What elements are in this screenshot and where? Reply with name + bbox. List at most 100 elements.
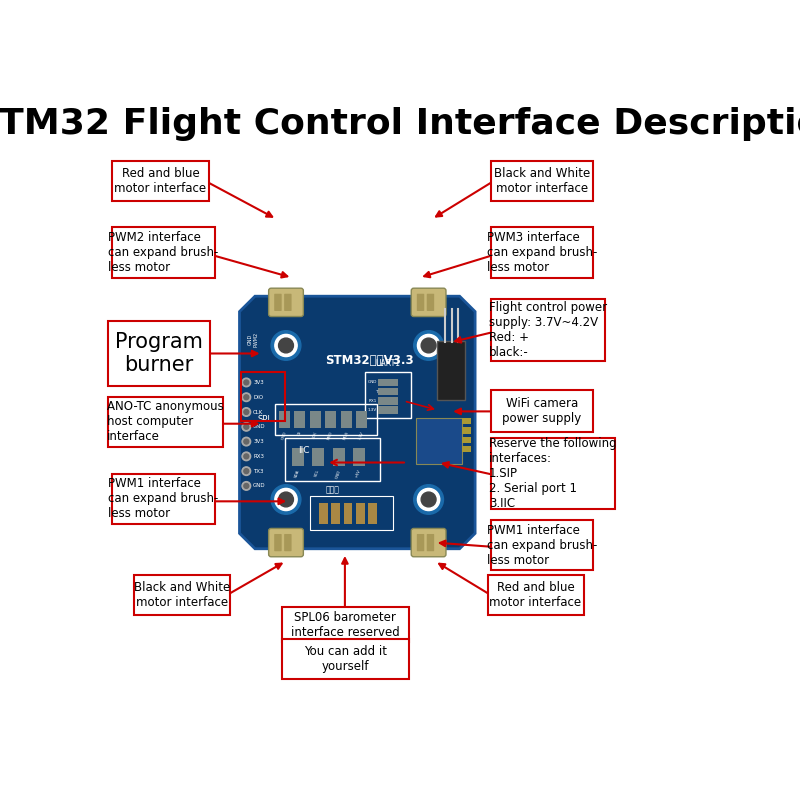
FancyBboxPatch shape <box>378 378 398 386</box>
Circle shape <box>244 454 249 459</box>
Circle shape <box>242 393 250 402</box>
Text: MOS: MOS <box>342 430 350 440</box>
Text: SPI: SPI <box>258 415 270 424</box>
Text: STM32飞控V3.3: STM32飞控V3.3 <box>326 354 414 367</box>
Circle shape <box>244 424 249 430</box>
FancyBboxPatch shape <box>490 520 593 570</box>
FancyBboxPatch shape <box>438 341 465 400</box>
FancyBboxPatch shape <box>112 161 209 201</box>
FancyBboxPatch shape <box>274 534 282 551</box>
FancyBboxPatch shape <box>411 529 446 557</box>
Text: Red and blue
motor interface: Red and blue motor interface <box>114 166 206 194</box>
FancyBboxPatch shape <box>278 410 290 428</box>
Text: Reserve the following
interfaces:
1.SIP
2. Serial port 1
3.IIC: Reserve the following interfaces: 1.SIP … <box>489 437 617 510</box>
Text: CLK: CLK <box>253 410 263 414</box>
FancyBboxPatch shape <box>378 406 398 414</box>
FancyBboxPatch shape <box>417 534 424 551</box>
Circle shape <box>421 338 436 353</box>
Text: UART1: UART1 <box>376 359 401 368</box>
Text: Program
burner: Program burner <box>115 331 203 374</box>
FancyBboxPatch shape <box>416 418 462 464</box>
Circle shape <box>414 485 443 514</box>
FancyBboxPatch shape <box>487 574 584 614</box>
FancyBboxPatch shape <box>312 448 325 466</box>
FancyBboxPatch shape <box>282 639 409 679</box>
FancyBboxPatch shape <box>411 288 446 317</box>
Circle shape <box>271 485 301 514</box>
Text: PWM2 interface
can expand brush-
less motor: PWM2 interface can expand brush- less mo… <box>108 231 218 274</box>
Text: RX1: RX1 <box>369 399 377 403</box>
FancyBboxPatch shape <box>108 321 210 386</box>
Text: DIO: DIO <box>253 394 263 400</box>
Text: CS: CS <box>297 430 302 437</box>
FancyBboxPatch shape <box>333 448 345 466</box>
Text: SPL06 barometer
interface reserved: SPL06 barometer interface reserved <box>291 610 399 638</box>
Text: PWM1 interface
can expand brush-
less motor: PWM1 interface can expand brush- less mo… <box>108 478 218 520</box>
Text: PWM3 interface
can expand brush-
less motor: PWM3 interface can expand brush- less mo… <box>486 231 597 274</box>
FancyBboxPatch shape <box>356 502 365 523</box>
FancyBboxPatch shape <box>462 418 470 424</box>
Text: MSO: MSO <box>327 430 334 440</box>
Text: GND
PWM2: GND PWM2 <box>248 332 258 347</box>
Text: Black and White
motor interface: Black and White motor interface <box>494 166 590 194</box>
FancyBboxPatch shape <box>356 410 367 428</box>
Circle shape <box>421 492 436 507</box>
Text: 气压计: 气压计 <box>326 486 339 494</box>
FancyBboxPatch shape <box>274 294 282 311</box>
Circle shape <box>244 439 249 444</box>
FancyBboxPatch shape <box>284 294 291 311</box>
FancyBboxPatch shape <box>310 410 321 428</box>
Circle shape <box>244 469 249 474</box>
Circle shape <box>242 467 250 475</box>
FancyBboxPatch shape <box>325 410 336 428</box>
FancyBboxPatch shape <box>291 448 304 466</box>
Text: SDA: SDA <box>294 469 301 478</box>
FancyBboxPatch shape <box>490 299 606 361</box>
Text: 3V3: 3V3 <box>253 439 264 444</box>
FancyBboxPatch shape <box>112 227 214 278</box>
Text: GND: GND <box>253 424 266 430</box>
FancyBboxPatch shape <box>490 161 593 201</box>
Circle shape <box>244 483 249 488</box>
FancyBboxPatch shape <box>331 502 340 523</box>
FancyBboxPatch shape <box>462 446 470 452</box>
Text: 3V3: 3V3 <box>253 380 264 385</box>
Text: TX3: TX3 <box>253 469 264 474</box>
FancyBboxPatch shape <box>462 437 470 443</box>
Text: RX3: RX3 <box>253 454 264 459</box>
FancyBboxPatch shape <box>490 438 614 509</box>
Polygon shape <box>239 296 475 549</box>
Text: GND: GND <box>281 430 287 440</box>
FancyBboxPatch shape <box>462 427 470 434</box>
FancyBboxPatch shape <box>426 534 434 551</box>
FancyBboxPatch shape <box>294 410 306 428</box>
Circle shape <box>242 452 250 461</box>
FancyBboxPatch shape <box>490 227 593 278</box>
Text: STM32 Flight Control Interface Description: STM32 Flight Control Interface Descripti… <box>0 106 800 141</box>
FancyBboxPatch shape <box>269 288 303 317</box>
FancyBboxPatch shape <box>319 502 327 523</box>
Circle shape <box>418 334 440 357</box>
Circle shape <box>271 330 301 360</box>
Text: Black and White
motor interface: Black and White motor interface <box>134 581 230 609</box>
Circle shape <box>244 394 249 400</box>
Text: ANO-TC anonymous
host computer
interface: ANO-TC anonymous host computer interface <box>107 400 224 443</box>
Text: SCK: SCK <box>312 430 318 439</box>
Text: SCL: SCL <box>314 469 321 478</box>
FancyBboxPatch shape <box>269 529 303 557</box>
Text: T: T <box>374 390 377 394</box>
FancyBboxPatch shape <box>112 474 214 524</box>
Text: Flight control power
supply: 3.7V~4.2V
Red: +
black:-: Flight control power supply: 3.7V~4.2V R… <box>489 301 607 359</box>
Text: +5V: +5V <box>355 469 362 478</box>
FancyBboxPatch shape <box>282 606 409 642</box>
Circle shape <box>414 330 443 360</box>
FancyBboxPatch shape <box>108 397 222 447</box>
FancyBboxPatch shape <box>490 390 593 432</box>
Circle shape <box>242 408 250 416</box>
Text: 1.3V: 1.3V <box>368 408 377 412</box>
FancyBboxPatch shape <box>134 574 230 614</box>
Text: IIC: IIC <box>298 446 310 454</box>
FancyBboxPatch shape <box>344 502 352 523</box>
FancyBboxPatch shape <box>369 502 377 523</box>
Text: You can add it
yourself: You can add it yourself <box>304 646 386 674</box>
